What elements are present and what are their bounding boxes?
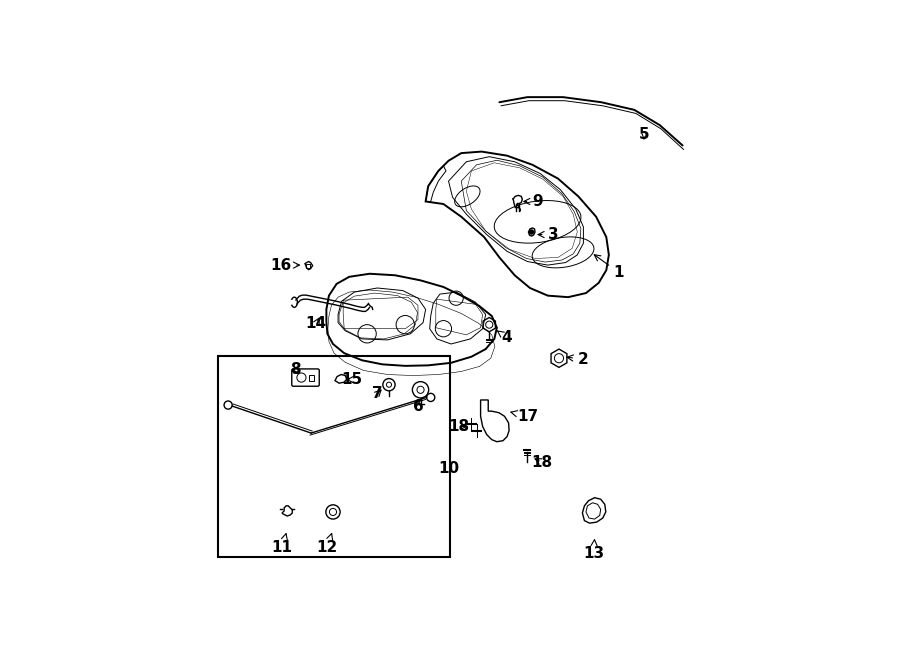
Text: 17: 17 [511, 408, 538, 424]
Circle shape [529, 230, 534, 234]
Text: 15: 15 [341, 372, 363, 387]
Text: 3: 3 [538, 227, 558, 242]
Text: 5: 5 [639, 127, 650, 142]
Text: 6: 6 [412, 399, 423, 414]
Text: 13: 13 [583, 539, 604, 561]
Text: 9: 9 [524, 194, 543, 209]
Text: 16: 16 [270, 258, 300, 272]
Text: 12: 12 [316, 533, 338, 555]
Text: 10: 10 [438, 461, 459, 476]
Text: 7: 7 [372, 387, 382, 401]
Text: 18: 18 [448, 419, 469, 434]
Bar [309, 375, 313, 381]
Bar [306, 264, 310, 268]
Bar [218, 356, 449, 557]
Text: 14: 14 [306, 316, 327, 331]
Text: 4: 4 [497, 330, 512, 346]
Text: 11: 11 [272, 533, 292, 555]
Text: 8: 8 [291, 362, 302, 377]
Text: 18: 18 [531, 455, 553, 469]
Text: 1: 1 [594, 254, 625, 280]
Text: 2: 2 [567, 352, 589, 367]
